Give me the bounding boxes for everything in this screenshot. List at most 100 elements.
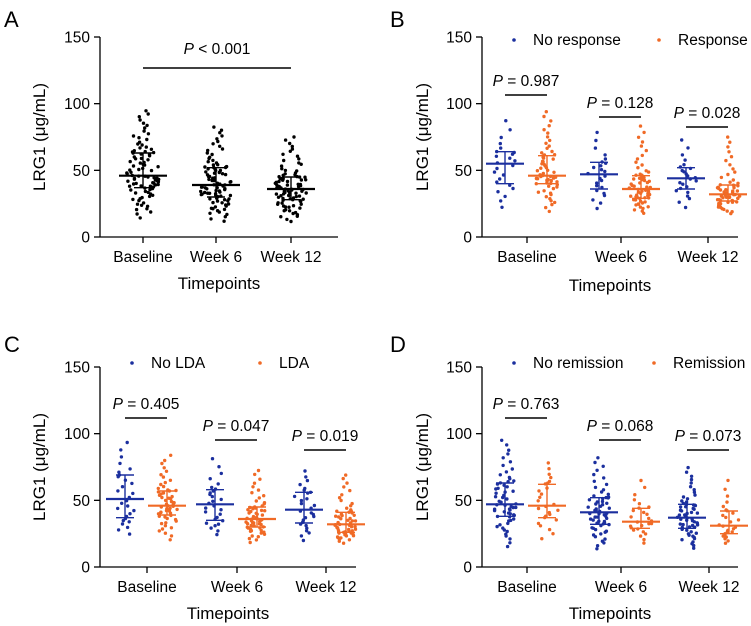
data-point [295,169,299,173]
data-point [595,130,599,135]
data-point [640,153,644,158]
data-point [161,491,166,495]
data-point [220,172,225,176]
data-point [678,508,683,512]
data-point [312,503,317,508]
y-tick-label: 150 [64,30,90,47]
data-point [353,525,357,529]
data-point [203,186,207,190]
data-point [263,509,267,513]
panel-a: A 0 50 100 150 LRG1 (μg/mL) Baseline Week 6 Week… [4,7,338,293]
data-point [352,513,356,517]
data-point [644,148,648,153]
data-point [541,171,545,176]
data-point [731,178,735,182]
data-point [208,197,212,201]
data-point [512,517,516,521]
x-tick-label: Baseline [117,579,176,596]
data-point [678,505,683,509]
data-point [132,149,136,153]
y-tick-label: 100 [64,96,90,113]
data-point [644,169,648,173]
data-point [683,205,688,210]
data-point [540,537,544,541]
data-point [546,461,550,465]
data-point [214,161,219,165]
data-point [641,206,645,211]
data-point [138,161,142,165]
data-point [173,517,178,522]
data-point [149,147,154,151]
data-point [682,163,686,167]
data-point [307,531,311,535]
data-point [638,205,643,209]
y-tick-label: 0 [463,560,472,577]
data-point [604,482,609,487]
p-value-label: P = 0.028 [674,105,741,122]
data-point [210,485,214,490]
data-point [642,178,647,183]
data-point [220,134,224,138]
data-point [640,140,645,144]
data-point [152,176,156,180]
data-point [725,500,729,504]
data-point [547,184,551,188]
data-point [248,540,252,545]
data-point [514,505,518,510]
data-point [638,534,643,538]
p-value-label: P < 0.001 [184,41,251,58]
data-point [695,511,700,515]
p-value-label: P = 0.019 [292,428,359,445]
data-point [164,521,168,525]
data-point [556,508,560,512]
data-point [637,502,642,506]
data-point [504,532,508,536]
panel-d: D 0 50 100 150 LRG1 (μg/mL) Baseline Week 6 Week… [390,332,748,623]
data-point [694,179,698,183]
data-point [691,506,695,511]
data-point [220,201,224,205]
p-value-label: P = 0.047 [203,418,270,435]
data-point [601,464,605,468]
data-point [547,144,551,148]
data-point [218,131,222,135]
data-point [599,532,603,536]
data-point [551,186,556,191]
data-point [498,141,502,146]
panel-c: C 0 50 100 150 LRG1 (μg/mL) Baseline Week 6 Week… [4,332,365,623]
data-point [304,475,308,479]
panel-label: D [390,332,406,357]
data-point [203,510,208,514]
data-point [160,461,164,466]
data-point [537,489,541,493]
data-point [691,534,695,538]
data-point [512,479,516,483]
y-tick-label: 150 [446,30,472,47]
data-point [493,495,498,499]
y-tick-label: 150 [64,360,90,377]
data-point [159,482,163,487]
data-point [251,514,256,519]
data-point [163,458,167,463]
data-point [207,177,211,182]
data-point [643,532,648,536]
data-point [282,158,286,163]
data-point [694,531,698,535]
data-point [127,520,131,524]
data-point [303,469,307,473]
data-point [298,206,302,210]
data-point [685,497,690,501]
data-point [681,182,685,186]
data-point [137,140,142,144]
panel-b: B 0 50 100 150 LRG1 (μg/mL) Baseline Week 6 Week… [390,7,748,295]
data-point [695,521,699,525]
data-point [168,538,172,542]
data-point [292,494,297,499]
data-point [602,513,606,517]
data-point [304,178,308,182]
data-point [538,495,542,499]
data-point [146,190,150,195]
data-point [350,501,354,506]
data-point [548,138,552,143]
data-point [135,202,140,206]
